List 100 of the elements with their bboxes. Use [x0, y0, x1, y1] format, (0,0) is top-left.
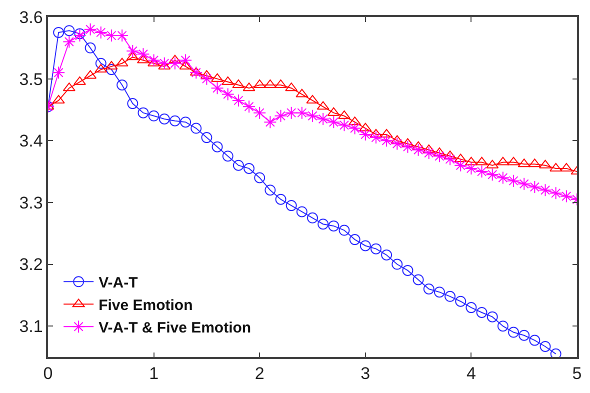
- point: [138, 107, 149, 118]
- point: [116, 80, 128, 90]
- point: [349, 234, 360, 246]
- point: [296, 206, 308, 218]
- point: [338, 224, 350, 236]
- point: [444, 290, 456, 302]
- point: [169, 115, 180, 126]
- point: [454, 158, 468, 172]
- y-tick-label: 3.3: [19, 193, 43, 212]
- point: [94, 26, 108, 39]
- point: [486, 168, 499, 182]
- point: [74, 28, 86, 40]
- point: [104, 29, 118, 42]
- point: [518, 330, 530, 341]
- point: [73, 29, 86, 42]
- point: [528, 180, 542, 194]
- point: [316, 112, 330, 126]
- point: [497, 320, 508, 332]
- point: [295, 106, 308, 120]
- point: [338, 118, 351, 132]
- y-tick-label: 3.6: [19, 8, 43, 27]
- point: [200, 72, 214, 86]
- point: [518, 177, 531, 190]
- legend-label: V-A-T: [98, 274, 138, 292]
- point: [244, 162, 255, 174]
- point: [179, 54, 192, 67]
- point: [307, 212, 318, 224]
- point: [369, 131, 382, 144]
- x-tick-label: 1: [149, 364, 159, 384]
- point: [274, 109, 288, 122]
- y-tick-label: 3.5: [19, 70, 43, 89]
- legend-label: Five Emotion: [98, 297, 193, 314]
- point: [549, 186, 562, 200]
- point: [212, 141, 223, 152]
- point: [318, 218, 329, 230]
- point: [432, 150, 446, 163]
- point: [380, 134, 394, 148]
- point: [210, 82, 224, 95]
- point: [327, 116, 340, 129]
- point: [158, 56, 171, 70]
- point: [190, 66, 203, 80]
- point: [496, 171, 510, 184]
- legend-label: V-A-T & Five Emotion: [98, 320, 252, 336]
- point: [64, 25, 75, 36]
- point: [53, 26, 64, 38]
- point: [275, 194, 286, 205]
- point: [434, 286, 445, 298]
- x-tick-label: 2: [254, 364, 264, 384]
- point: [116, 29, 129, 42]
- point: [422, 146, 436, 160]
- point: [475, 165, 488, 178]
- point: [455, 296, 466, 307]
- point: [62, 35, 76, 48]
- point: [242, 100, 256, 114]
- point: [221, 88, 234, 101]
- point: [106, 64, 117, 76]
- x-tick-label: 4: [466, 364, 476, 384]
- point: [423, 284, 434, 294]
- point: [148, 110, 160, 122]
- point: [402, 264, 414, 276]
- point: [444, 152, 457, 166]
- point: [264, 184, 276, 196]
- point: [381, 250, 392, 260]
- point: [466, 302, 477, 314]
- point: [392, 258, 403, 270]
- point: [232, 160, 244, 171]
- point: [264, 116, 277, 129]
- point: [147, 54, 160, 67]
- point: [348, 122, 362, 135]
- point: [529, 334, 540, 346]
- point: [507, 174, 520, 188]
- y-tick-label: 3.1: [19, 317, 43, 336]
- x-tick-label: 5: [572, 364, 582, 384]
- point: [286, 200, 297, 212]
- point: [232, 94, 245, 107]
- point: [158, 114, 170, 124]
- point: [538, 184, 552, 197]
- point: [136, 48, 150, 61]
- point: [126, 44, 140, 58]
- y-tick-label: 3.2: [19, 255, 43, 274]
- point: [253, 106, 266, 120]
- point: [401, 140, 414, 154]
- point: [84, 22, 97, 36]
- y-tick-label: 3.4: [19, 132, 43, 151]
- point: [284, 106, 298, 120]
- point: [550, 348, 562, 357]
- point: [464, 162, 478, 175]
- x-tick-label: 3: [360, 364, 370, 384]
- point: [190, 122, 202, 134]
- point: [168, 56, 182, 70]
- point: [412, 274, 424, 286]
- point: [127, 98, 138, 110]
- point: [540, 340, 551, 352]
- point: [508, 326, 520, 338]
- point: [95, 58, 106, 69]
- point: [306, 109, 319, 122]
- point: [328, 220, 340, 232]
- point: [476, 306, 488, 318]
- point: [222, 150, 234, 162]
- point: [52, 66, 66, 80]
